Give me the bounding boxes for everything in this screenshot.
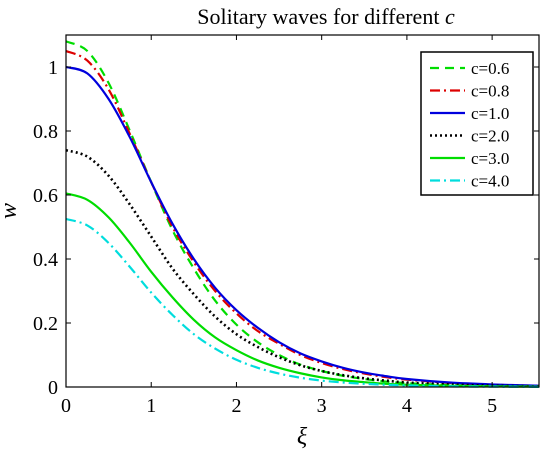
x-tick-label: 1 bbox=[146, 395, 156, 417]
legend-entry-6: c=4.0 bbox=[471, 172, 509, 191]
legend-entry-5: c=3.0 bbox=[471, 149, 509, 168]
legend: c=0.6 c=0.8 c=1.0 c=2.0 c=3.0 c=4.0 bbox=[420, 51, 534, 196]
series-line-5 bbox=[65, 192, 540, 388]
x-axis-label: ξ bbox=[297, 424, 308, 450]
y-axis-label: w bbox=[0, 203, 22, 219]
series-line-4 bbox=[65, 148, 540, 388]
chart-title: Solitary waves for different c bbox=[197, 4, 455, 29]
legend-box bbox=[420, 51, 534, 196]
plot-series-group bbox=[65, 40, 540, 388]
legend-entry-4: c=2.0 bbox=[471, 127, 509, 146]
y-tick-label: 0.4 bbox=[33, 249, 58, 271]
x-tick-label: 2 bbox=[231, 395, 241, 417]
y-tick-label: 0.8 bbox=[33, 121, 58, 143]
series-line-6 bbox=[65, 217, 540, 388]
series-line-3 bbox=[65, 65, 540, 387]
legend-entry-3: c=1.0 bbox=[471, 104, 509, 123]
x-tick-label: 0 bbox=[61, 395, 71, 417]
plot-area-frame bbox=[65, 34, 540, 388]
axis-ticks-group: 0 1 2 3 4 5 0 0.2 0.4 0.6 0.8 1 bbox=[33, 35, 539, 417]
series-line-1 bbox=[65, 40, 540, 388]
x-tick-label: 4 bbox=[402, 395, 412, 417]
legend-entry-2: c=0.8 bbox=[471, 82, 509, 101]
x-tick-label: 3 bbox=[317, 395, 327, 417]
x-tick-label: 5 bbox=[487, 395, 497, 417]
y-tick-label: 0 bbox=[48, 377, 58, 399]
legend-entry-1: c=0.6 bbox=[471, 59, 509, 78]
y-tick-label: 1 bbox=[48, 57, 58, 79]
y-tick-label: 0.6 bbox=[33, 185, 58, 207]
y-tick-label: 0.2 bbox=[33, 313, 58, 335]
